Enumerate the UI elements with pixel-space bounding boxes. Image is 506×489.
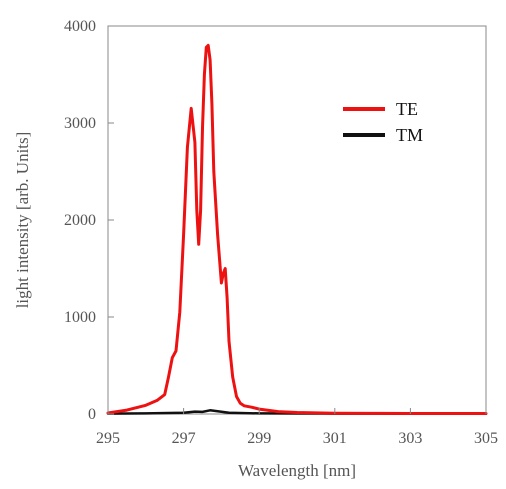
x-tick-label: 303 [398,430,422,447]
x-tick-label: 295 [96,430,120,447]
legend-label-tm: TM [396,125,423,145]
x-tick-label: 297 [172,430,196,447]
x-tick-label: 305 [474,430,498,447]
y-tick-label: 4000 [64,18,96,35]
y-tick-label: 3000 [64,115,96,132]
x-axis-title: Wavelength [nm] [238,461,356,480]
y-tick-label: 1000 [64,309,96,326]
legend-label-te: TE [396,99,418,119]
y-tick-label: 2000 [64,212,96,229]
y-tick-label: 0 [88,406,96,423]
x-tick-label: 301 [323,430,347,447]
y-axis-title: light intensity [arb. Units] [13,132,32,309]
x-tick-label: 299 [247,430,271,447]
series-line-te [106,43,488,415]
plot-area-frame [107,25,487,415]
